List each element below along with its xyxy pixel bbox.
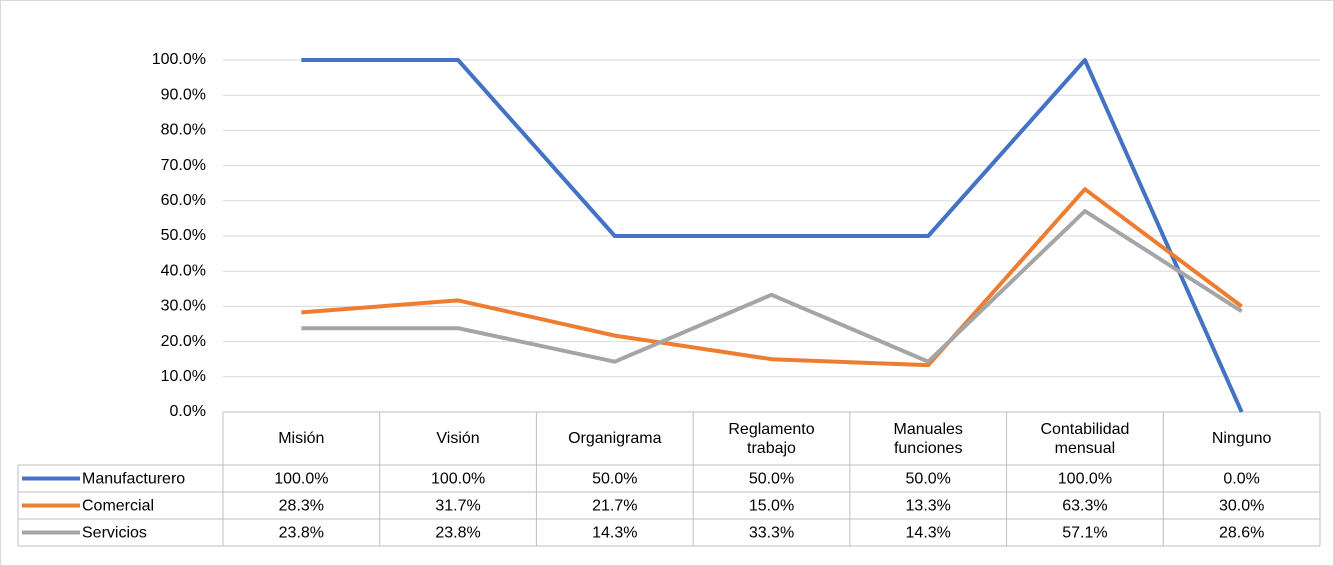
y-tick-label: 90.0% bbox=[161, 86, 206, 103]
table-value: 63.3% bbox=[1062, 498, 1107, 515]
category-text: Visión bbox=[436, 430, 480, 447]
series-line bbox=[301, 187, 1243, 368]
table-value: 13.3% bbox=[906, 498, 951, 515]
category-text: Organigrama bbox=[568, 430, 662, 447]
y-tick-label: 50.0% bbox=[161, 227, 206, 244]
category-text: Manuales funciones bbox=[893, 420, 963, 457]
category-cell: Misión bbox=[226, 412, 376, 465]
table-value: 15.0% bbox=[749, 498, 794, 515]
legend-label: Servicios bbox=[82, 525, 147, 542]
x-tick-label: Misión bbox=[226, 412, 376, 465]
series-line bbox=[301, 58, 1244, 413]
x-tick-label: Visión bbox=[383, 412, 533, 465]
table-value: 100.0% bbox=[274, 471, 328, 488]
table-value: 14.3% bbox=[592, 525, 637, 542]
category-cell: Ninguno bbox=[1167, 412, 1317, 465]
y-tick-label: 100.0% bbox=[152, 51, 206, 68]
category-text: Misión bbox=[278, 430, 325, 447]
x-tick-label: Organigrama bbox=[540, 412, 690, 465]
table-value: 57.1% bbox=[1062, 525, 1107, 542]
table-value: 50.0% bbox=[592, 471, 637, 488]
y-tick-label: 30.0% bbox=[161, 298, 206, 315]
table-value: 23.8% bbox=[435, 525, 480, 542]
table-value: 28.3% bbox=[279, 498, 324, 515]
category-cell: Visión bbox=[383, 412, 533, 465]
table-value: 14.3% bbox=[906, 525, 951, 542]
category-cell: Reglamento trabajo bbox=[697, 412, 847, 465]
category-cell: Organigrama bbox=[540, 412, 690, 465]
series-line bbox=[301, 209, 1243, 364]
y-tick-label: 40.0% bbox=[161, 262, 206, 279]
table-value: 28.6% bbox=[1219, 525, 1264, 542]
category-text: Contabilidad mensual bbox=[1040, 420, 1130, 457]
legend-label: Manufacturero bbox=[82, 471, 185, 488]
table-value: 30.0% bbox=[1219, 498, 1264, 515]
x-tick-label: Manuales funciones bbox=[853, 412, 1003, 465]
table-value: 50.0% bbox=[749, 471, 794, 488]
table-value: 100.0% bbox=[1058, 471, 1112, 488]
y-tick-label: 70.0% bbox=[161, 157, 206, 174]
category-cell: Contabilidad mensual bbox=[1010, 412, 1160, 465]
table-value: 23.8% bbox=[279, 525, 324, 542]
x-tick-label: Reglamento trabajo bbox=[697, 412, 847, 465]
category-cell: Manuales funciones bbox=[853, 412, 1003, 465]
category-text: Ninguno bbox=[1211, 430, 1272, 447]
category-text: Reglamento trabajo bbox=[728, 420, 815, 457]
table-value: 0.0% bbox=[1223, 471, 1259, 488]
table-value: 50.0% bbox=[906, 471, 951, 488]
y-tick-label: 0.0% bbox=[170, 403, 206, 420]
y-tick-label: 80.0% bbox=[161, 122, 206, 139]
table-value: 100.0% bbox=[431, 471, 485, 488]
y-tick-label: 10.0% bbox=[161, 368, 206, 385]
table-value: 31.7% bbox=[435, 498, 480, 515]
legend-label: Comercial bbox=[82, 498, 154, 515]
y-tick-label: 60.0% bbox=[161, 192, 206, 209]
table-value: 21.7% bbox=[592, 498, 637, 515]
x-tick-label: Contabilidad mensual bbox=[1010, 412, 1160, 465]
x-tick-label: Ninguno bbox=[1167, 412, 1317, 465]
y-tick-label: 20.0% bbox=[161, 333, 206, 350]
table-value: 33.3% bbox=[749, 525, 794, 542]
